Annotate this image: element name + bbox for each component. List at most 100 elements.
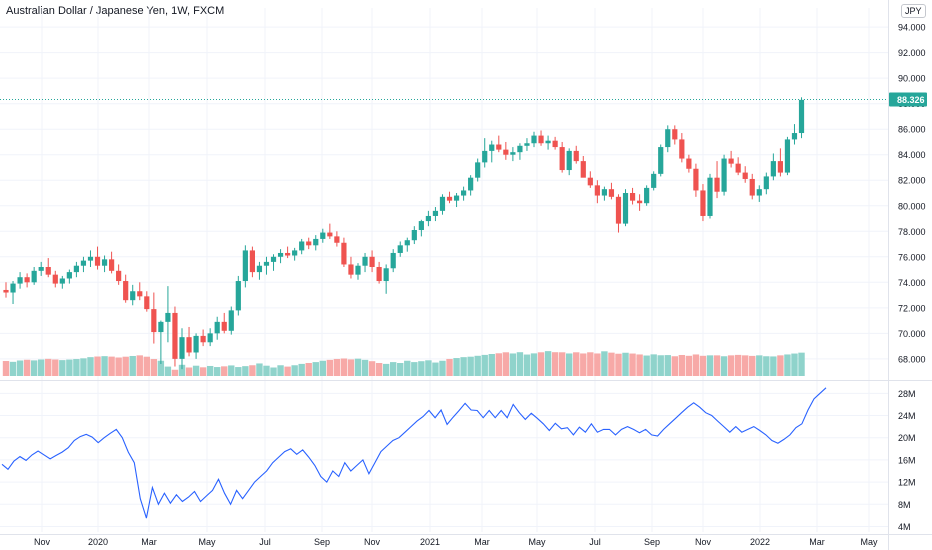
candle-body[interactable] bbox=[242, 250, 248, 282]
candle-body[interactable] bbox=[637, 200, 643, 204]
candle-body[interactable] bbox=[249, 250, 255, 273]
candle-body[interactable] bbox=[461, 190, 467, 196]
candle-body[interactable] bbox=[672, 129, 678, 140]
candle-body[interactable] bbox=[552, 140, 558, 148]
candle-body[interactable] bbox=[348, 264, 354, 275]
candle-body[interactable] bbox=[31, 270, 37, 283]
candle-body[interactable] bbox=[172, 312, 178, 359]
candle-body[interactable] bbox=[362, 256, 368, 266]
candle-body[interactable] bbox=[700, 190, 706, 216]
candle-body[interactable] bbox=[418, 221, 424, 230]
candle-body[interactable] bbox=[59, 278, 65, 284]
candle-body[interactable] bbox=[784, 139, 791, 173]
candle-body[interactable] bbox=[798, 99, 805, 134]
candle-body[interactable] bbox=[735, 163, 741, 173]
candle-body[interactable] bbox=[629, 193, 636, 201]
candle-body[interactable] bbox=[763, 176, 769, 190]
candle-body[interactable] bbox=[496, 144, 502, 150]
candle-body[interactable] bbox=[510, 152, 516, 155]
candle-body[interactable] bbox=[334, 236, 340, 243]
candle-body[interactable] bbox=[432, 210, 439, 216]
candle-body[interactable] bbox=[587, 177, 593, 186]
candle-body[interactable] bbox=[622, 193, 629, 224]
candle-body[interactable] bbox=[87, 256, 94, 261]
candle-body[interactable] bbox=[369, 256, 375, 267]
candle-body[interactable] bbox=[45, 267, 51, 275]
candle-body[interactable] bbox=[644, 187, 650, 204]
candle-body[interactable] bbox=[214, 321, 220, 334]
candle-body[interactable] bbox=[679, 139, 685, 159]
candle-body[interactable] bbox=[482, 150, 488, 163]
candle-body[interactable] bbox=[545, 140, 551, 144]
candle-body[interactable] bbox=[158, 321, 164, 333]
candle-body[interactable] bbox=[658, 147, 664, 174]
candle-body[interactable] bbox=[446, 196, 453, 201]
candle-body[interactable] bbox=[38, 267, 44, 271]
candle-body[interactable] bbox=[517, 145, 523, 153]
candle-body[interactable] bbox=[355, 265, 361, 275]
candle-body[interactable] bbox=[327, 232, 333, 237]
candle-body[interactable] bbox=[425, 215, 431, 222]
candle-body[interactable] bbox=[123, 281, 129, 301]
candle-body[interactable] bbox=[186, 337, 192, 353]
candle-body[interactable] bbox=[489, 144, 495, 151]
candle-body[interactable] bbox=[151, 309, 157, 333]
candle-body[interactable] bbox=[742, 172, 748, 179]
candle-body[interactable] bbox=[116, 270, 122, 282]
candle-body[interactable] bbox=[594, 185, 600, 196]
candle-body[interactable] bbox=[341, 242, 347, 265]
candle-body[interactable] bbox=[749, 178, 755, 196]
candle-body[interactable] bbox=[179, 337, 185, 359]
candle-body[interactable] bbox=[165, 312, 171, 322]
candle-body[interactable] bbox=[24, 277, 30, 283]
candle-body[interactable] bbox=[468, 177, 474, 191]
candle-body[interactable] bbox=[397, 245, 403, 253]
candle-body[interactable] bbox=[559, 147, 565, 171]
candle-body[interactable] bbox=[439, 196, 446, 211]
candle-body[interactable] bbox=[270, 256, 277, 262]
candle-body[interactable] bbox=[109, 259, 115, 271]
candle-body[interactable] bbox=[320, 232, 326, 239]
candle-body[interactable] bbox=[721, 158, 727, 192]
candle-body[interactable] bbox=[524, 143, 530, 146]
candle-body[interactable] bbox=[200, 335, 206, 343]
candle-body[interactable] bbox=[608, 189, 615, 197]
candle-body[interactable] bbox=[10, 283, 16, 293]
candle-body[interactable] bbox=[130, 291, 136, 301]
candle-body[interactable] bbox=[686, 158, 692, 169]
candle-body[interactable] bbox=[770, 161, 776, 177]
candle-body[interactable] bbox=[707, 177, 713, 216]
candle-body[interactable] bbox=[728, 158, 734, 164]
candle-body[interactable] bbox=[453, 195, 460, 201]
candle-body[interactable] bbox=[615, 196, 622, 224]
candle-body[interactable] bbox=[538, 135, 544, 144]
candle-body[interactable] bbox=[777, 161, 783, 173]
candle-body[interactable] bbox=[277, 252, 284, 257]
candle-body[interactable] bbox=[80, 260, 87, 266]
candle-body[interactable] bbox=[404, 240, 410, 246]
candle-body[interactable] bbox=[665, 129, 671, 148]
candle-body[interactable] bbox=[221, 321, 227, 331]
candle-body[interactable] bbox=[94, 256, 101, 266]
candle-body[interactable] bbox=[101, 259, 108, 266]
candle-body[interactable] bbox=[566, 150, 572, 171]
candle-body[interactable] bbox=[299, 241, 305, 251]
candle-body[interactable] bbox=[714, 177, 720, 192]
candle-body[interactable] bbox=[285, 252, 291, 256]
candle-body[interactable] bbox=[256, 265, 263, 273]
candle-body[interactable] bbox=[383, 268, 389, 282]
candle-body[interactable] bbox=[292, 250, 298, 256]
candle-body[interactable] bbox=[651, 173, 657, 188]
candle-body[interactable] bbox=[17, 277, 23, 284]
candle-body[interactable] bbox=[144, 296, 150, 310]
candle-body[interactable] bbox=[3, 289, 9, 293]
candle-body[interactable] bbox=[693, 168, 699, 191]
candle-body[interactable] bbox=[601, 189, 607, 196]
candle-body[interactable] bbox=[306, 241, 312, 246]
candle-body[interactable] bbox=[475, 162, 481, 178]
candle-body[interactable] bbox=[313, 238, 319, 246]
candle-body[interactable] bbox=[411, 230, 417, 241]
candle-body[interactable] bbox=[137, 291, 143, 297]
